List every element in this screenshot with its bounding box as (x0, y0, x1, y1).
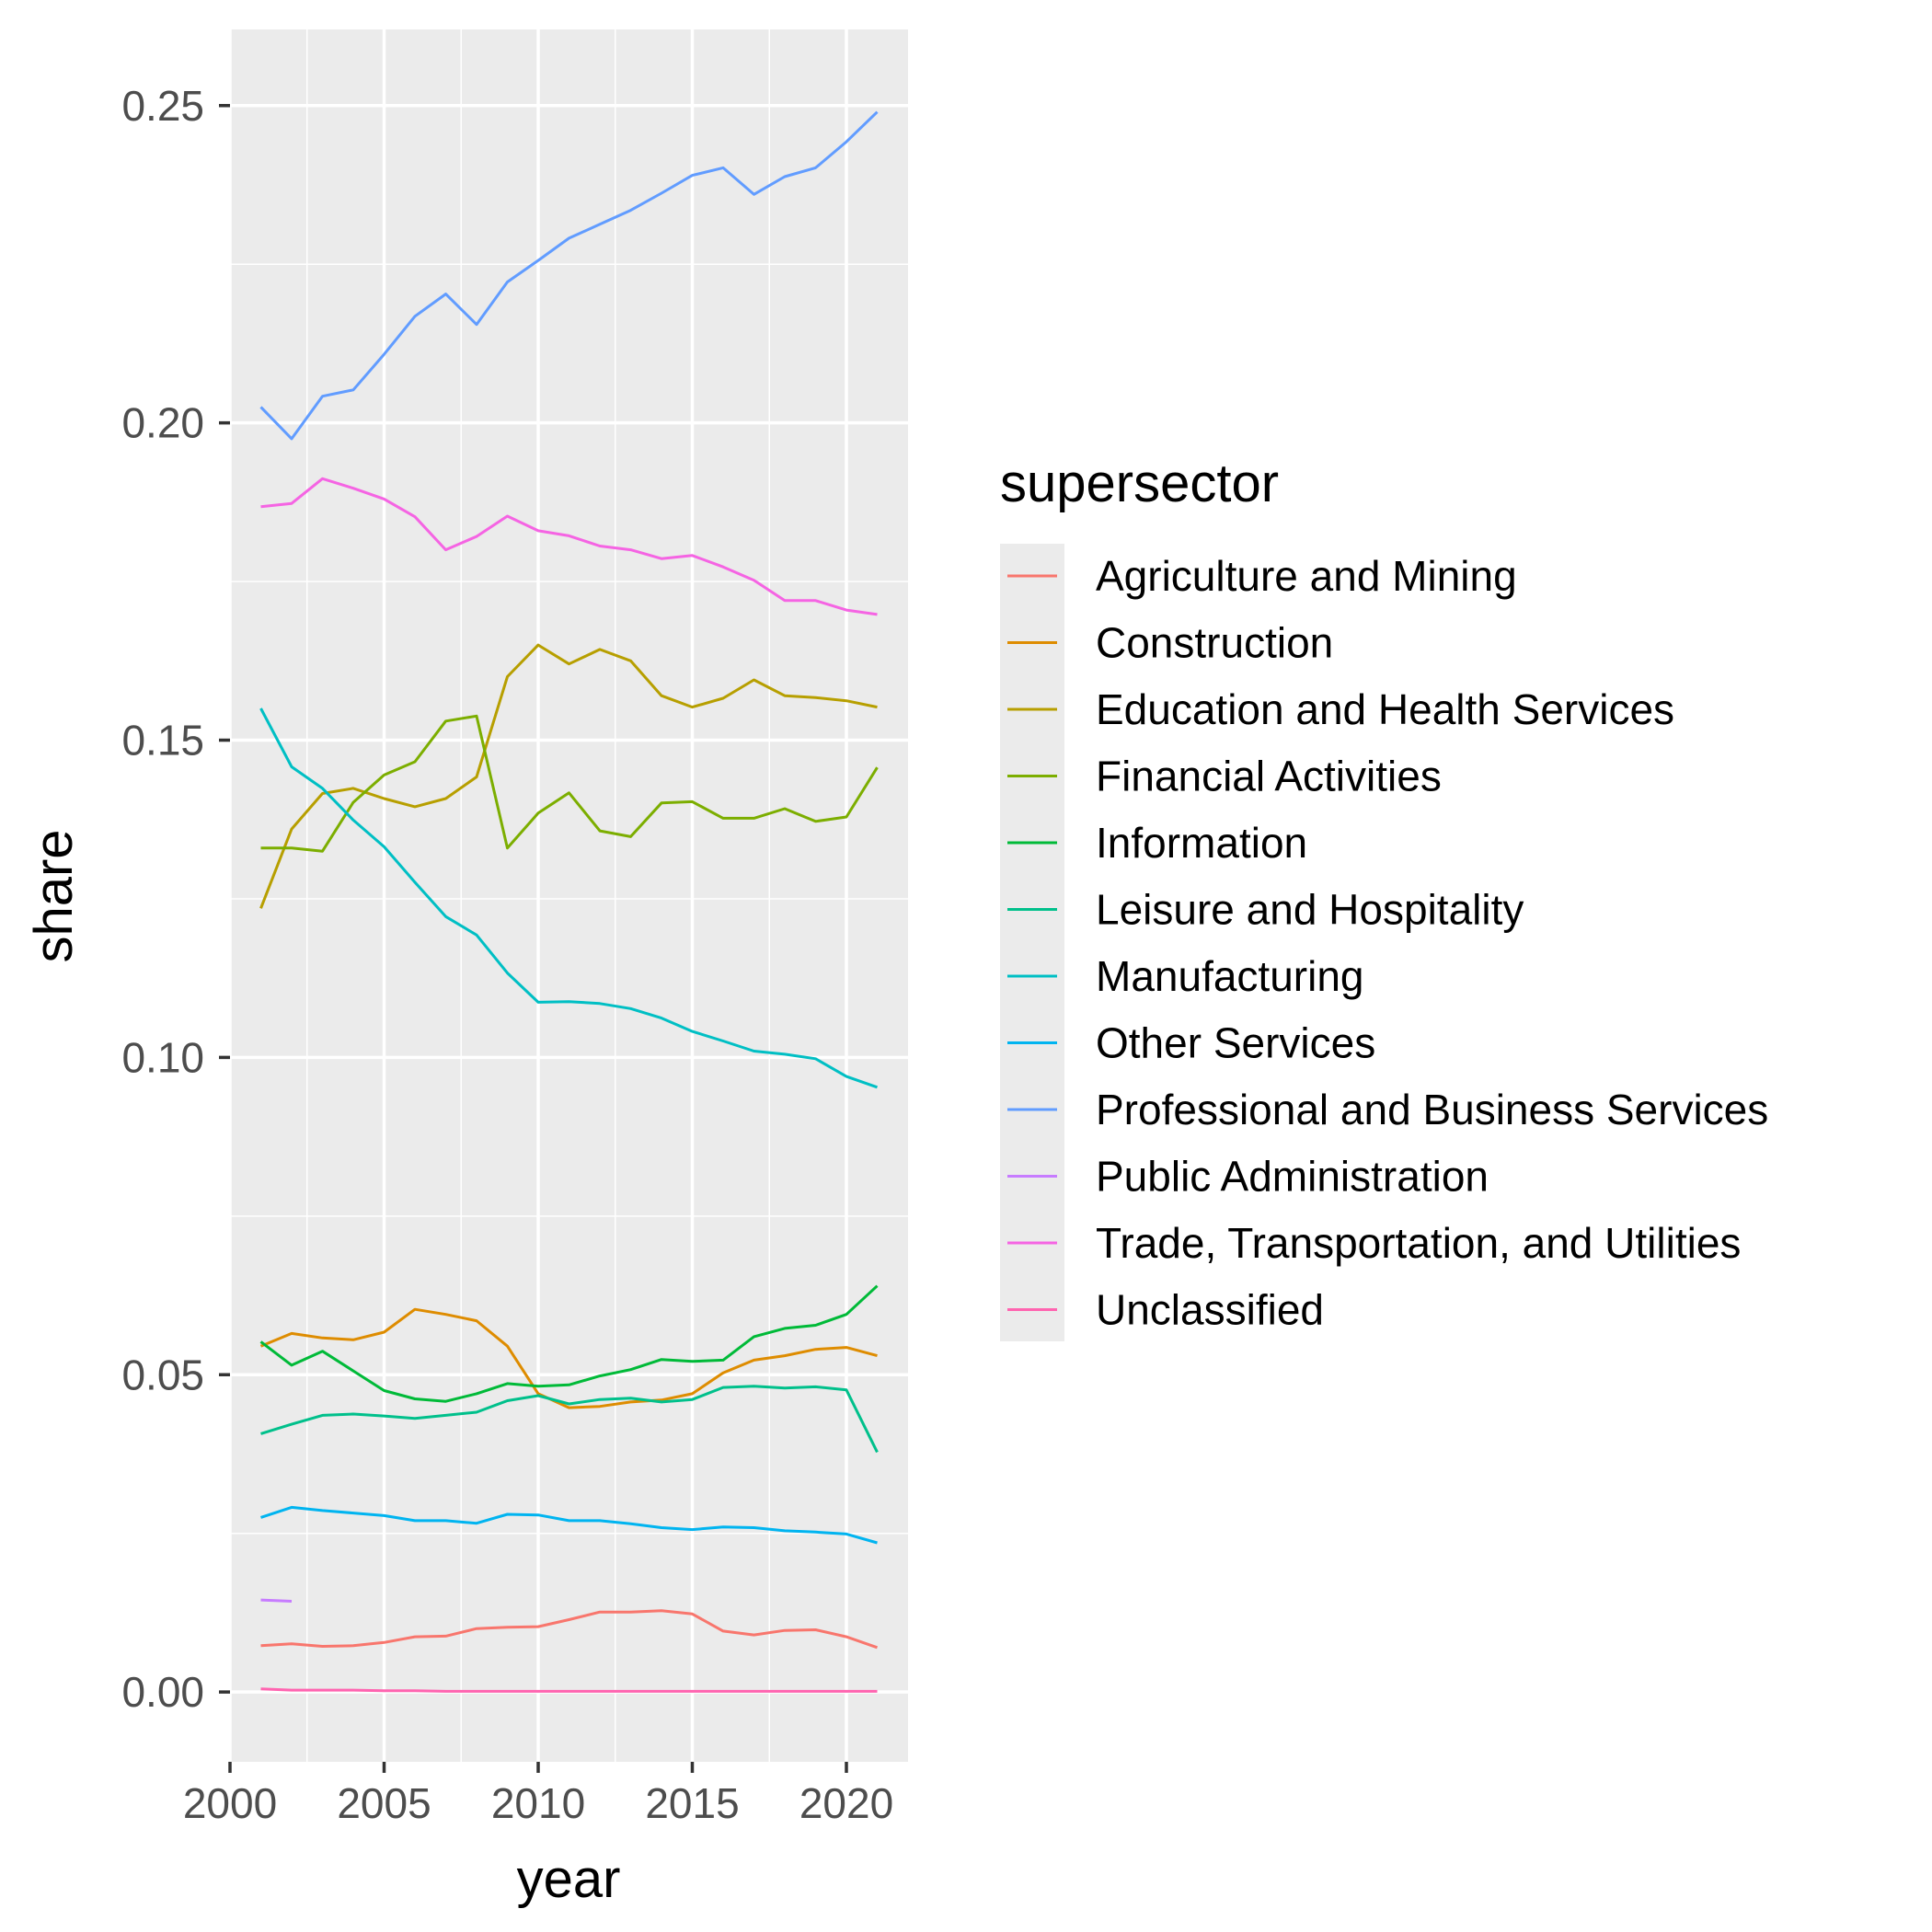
series-line-other-services (260, 1505, 878, 1545)
series-lines (259, 110, 879, 1693)
x-tick-label: 2015 (645, 1779, 739, 1827)
series-line-public-administration (260, 1598, 293, 1603)
y-tick-label: 0.25 (121, 82, 204, 130)
series-line-information (259, 1284, 879, 1403)
series-line-construction (259, 1307, 878, 1409)
legend-items: Agriculture and Mining Construction Educat… (1007, 552, 1768, 1334)
x-tick-label: 2000 (183, 1779, 277, 1827)
y-tick-label: 0.20 (121, 399, 204, 447)
y-axis: 0.00 0.05 0.10 0.15 0.20 0.25 (121, 82, 230, 1716)
legend-label-leisure-and-hospitality: Leisure and Hospitality (1096, 886, 1524, 934)
y-tick-label: 0.00 (121, 1668, 204, 1716)
series-line-unclassified (260, 1687, 878, 1693)
x-tick-label: 2010 (491, 1779, 585, 1827)
legend-label-education-and-health-services: Education and Health Services (1096, 685, 1674, 733)
legend-keys-background (1000, 544, 1064, 1341)
y-tick-label: 0.10 (121, 1033, 204, 1081)
legend-label-unclassified: Unclassified (1096, 1286, 1324, 1334)
series-line-financial-activities (260, 714, 879, 853)
legend-label-professional-and-business-services: Professional and Business Services (1096, 1086, 1768, 1133)
legend-label-manufacturing: Manufacturing (1096, 952, 1364, 1000)
legend-label-construction: Construction (1096, 619, 1333, 667)
legend-label-agriculture-and-mining: Agriculture and Mining (1096, 552, 1517, 600)
x-tick-label: 2020 (799, 1779, 893, 1827)
y-tick-label: 0.05 (121, 1351, 204, 1398)
series-line-leisure-and-hospitality (260, 1385, 879, 1454)
series-line-agriculture-and-mining (260, 1609, 878, 1650)
legend-label-other-services: Other Services (1096, 1019, 1375, 1067)
legend-label-trade-transportation-and-utilities: Trade, Transportation, and Utilities (1096, 1219, 1741, 1267)
x-axis-title: year (517, 1849, 621, 1909)
legend-title: supersector (1000, 454, 1279, 513)
x-axis: 2000 2005 2010 2015 2020 (183, 1762, 893, 1827)
legend: supersector Agriculture and Mining Constr… (1000, 454, 1768, 1341)
y-axis-title: share (24, 829, 84, 962)
legend-label-information: Information (1096, 819, 1307, 867)
minor-gridlines (230, 29, 908, 1762)
series-line-trade-transportation-and-utilities (260, 477, 878, 616)
legend-label-public-administration: Public Administration (1096, 1153, 1489, 1201)
plot-panel (230, 29, 908, 1762)
legend-label-financial-activities: Financial Activities (1096, 753, 1442, 800)
x-tick-label: 2005 (337, 1779, 431, 1827)
series-line-professional-and-business-services (259, 110, 879, 441)
series-line-manufacturing (259, 707, 878, 1089)
y-tick-label: 0.15 (121, 717, 204, 765)
